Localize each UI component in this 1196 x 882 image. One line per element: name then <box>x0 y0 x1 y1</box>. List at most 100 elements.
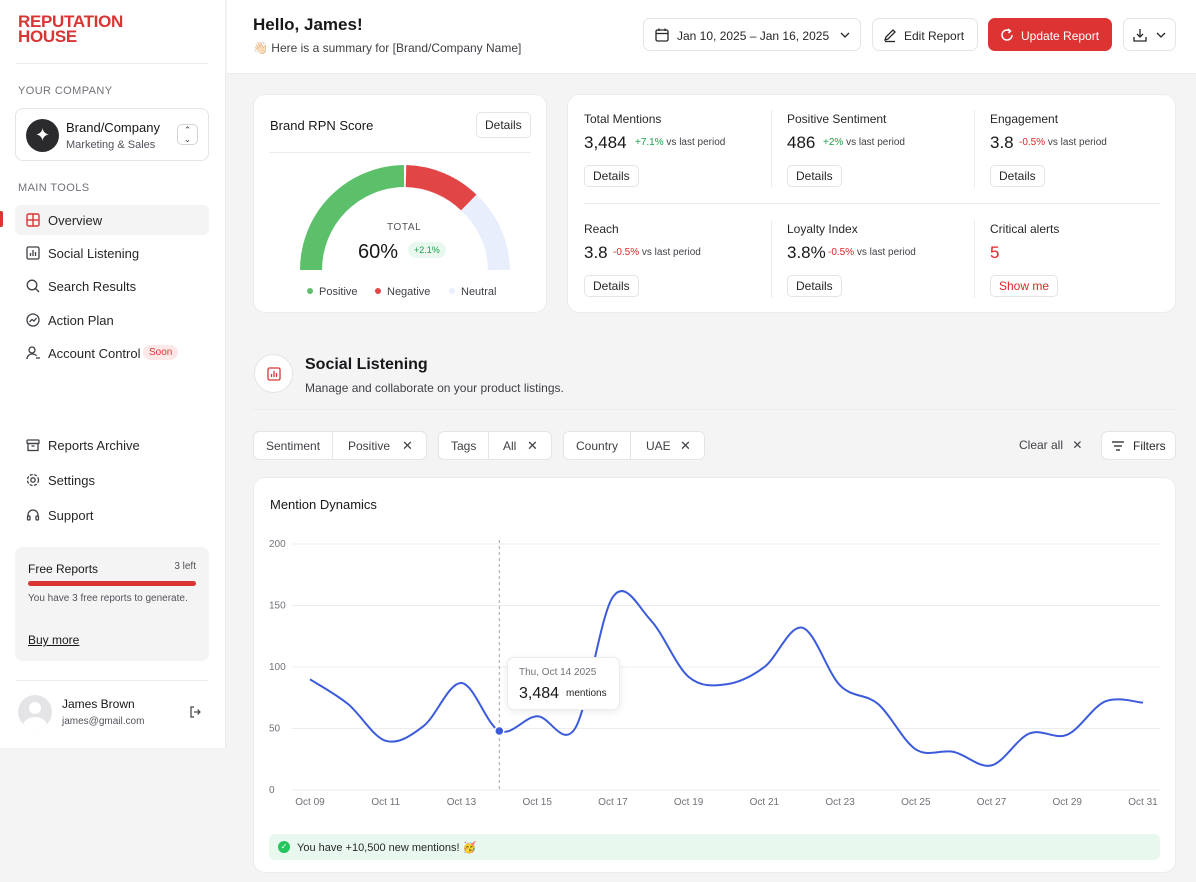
soon-badge: Soon <box>143 345 179 360</box>
legend-negative: Negative <box>375 286 430 298</box>
filter-chip-country[interactable]: Country UAE ✕ <box>563 431 705 460</box>
filter-chip-sentiment[interactable]: Sentiment Positive ✕ <box>253 431 427 460</box>
divider <box>16 63 208 64</box>
nav-overview[interactable]: Overview <box>15 205 209 235</box>
x-tick-label: Oct 29 <box>1053 797 1083 808</box>
nav-account-control[interactable]: Account Control Soon <box>15 338 209 368</box>
close-icon[interactable]: ✕ <box>402 438 413 453</box>
active-indicator <box>0 211 3 227</box>
y-tick-label: 200 <box>269 539 286 550</box>
nav-label: Action Plan <box>48 313 114 328</box>
x-tick-label: Oct 25 <box>901 797 931 808</box>
brand-rpn-card: Brand RPN Score Details TOTAL 60% +2.1% … <box>253 94 547 313</box>
update-report-button[interactable]: Update Report <box>988 18 1112 51</box>
gauge-negative-arc <box>405 165 477 211</box>
archive-icon <box>26 439 40 452</box>
nav-label: Support <box>48 508 94 523</box>
filter-key: Tags <box>439 432 490 459</box>
details-button[interactable]: Details <box>584 165 639 187</box>
mention-dynamics-card: Mention Dynamics <box>253 477 1176 873</box>
avatar <box>18 695 52 729</box>
nav-label: Overview <box>48 213 103 228</box>
pencil-icon <box>883 29 896 43</box>
y-tick-label: 0 <box>269 785 275 796</box>
chevron-down-icon <box>840 32 850 38</box>
company-switcher[interactable]: Brand/Company Marketing & Sales ⌃⌄ <box>15 108 209 161</box>
update-report-label: Update Report <box>1021 29 1100 43</box>
series-line <box>309 590 1144 767</box>
tooltip-date: Thu, Oct 14 2025 <box>519 667 597 678</box>
chart-tooltip: Thu, Oct 14 2025 3,484 mentions <box>507 657 620 710</box>
calendar-icon <box>655 28 669 42</box>
x-tick-label: Oct 11 <box>371 797 400 808</box>
details-button[interactable]: Details <box>584 275 639 297</box>
x-tick-label: Oct 15 <box>522 797 552 808</box>
details-button[interactable]: Details <box>990 165 1045 187</box>
chevron-up-down-icon[interactable]: ⌃ ⌄ <box>177 124 198 145</box>
x-tick-label: Oct 13 <box>447 797 477 808</box>
gauge-total-label: TOTAL <box>387 222 422 233</box>
close-icon[interactable]: ✕ <box>680 438 691 453</box>
filter-key: Sentiment <box>254 432 334 459</box>
divider <box>253 409 1176 410</box>
divider <box>974 220 975 298</box>
details-button[interactable]: Details <box>787 275 842 297</box>
free-reports-title: Free Reports <box>28 562 99 576</box>
metrics-card: Total Mentions 3,484 +7.1% vs last perio… <box>567 94 1176 313</box>
nav-support[interactable]: Support <box>15 500 209 530</box>
summary-text: 👋🏻 Here is a summary for [Brand/Company … <box>253 41 522 55</box>
edit-report-button[interactable]: Edit Report <box>872 18 978 51</box>
buy-more-link[interactable]: Buy more <box>28 633 80 647</box>
x-tick-label: Oct 19 <box>674 797 704 808</box>
filters-button[interactable]: Filters <box>1101 431 1176 460</box>
divider <box>269 152 531 153</box>
details-button[interactable]: Details <box>787 165 842 187</box>
nav-settings[interactable]: Settings <box>15 465 209 495</box>
user-icon <box>26 346 40 360</box>
download-button[interactable] <box>1123 18 1176 51</box>
logo[interactable]: REPUTATION HOUSE <box>18 12 123 46</box>
nav-social-listening[interactable]: Social Listening <box>15 238 209 268</box>
new-mentions-banner: ✓ You have +10,500 new mentions! 🥳 <box>269 834 1160 860</box>
divider <box>771 110 772 188</box>
divider <box>974 110 975 188</box>
company-subtitle: Marketing & Sales <box>66 139 156 151</box>
check-icon: ✓ <box>278 841 290 853</box>
show-me-button[interactable]: Show me <box>990 275 1059 297</box>
highlight-point <box>494 725 505 737</box>
refresh-icon <box>1001 28 1013 41</box>
banner-text: You have +10,500 new mentions! 🥳 <box>297 842 477 854</box>
social-listening-subtitle: Manage and collaborate on your product l… <box>305 381 564 395</box>
chevron-down-icon <box>1156 32 1166 38</box>
nav-label: Social Listening <box>48 246 140 261</box>
y-tick-label: 100 <box>269 662 286 673</box>
greeting: Hello, James! <box>253 15 363 34</box>
x-tick-label: Oct 23 <box>825 797 855 808</box>
filter-chip-tags[interactable]: Tags All ✕ <box>438 431 552 460</box>
clear-all-button[interactable]: Clear all ✕ <box>1019 438 1083 452</box>
logout-icon[interactable] <box>188 705 202 719</box>
rpn-details-button[interactable]: Details <box>476 112 531 138</box>
free-reports-progress <box>28 581 196 586</box>
x-tick-label: Oct 27 <box>977 797 1007 808</box>
user-email: james@gmail.com <box>62 716 145 727</box>
legend-neutral: Neutral <box>449 286 496 298</box>
close-icon: ✕ <box>1072 438 1083 452</box>
date-range-picker[interactable]: Jan 10, 2025 – Jan 16, 2025 <box>643 18 861 51</box>
x-tick-label: Oct 31 <box>1128 797 1158 808</box>
download-icon <box>1133 29 1147 42</box>
gear-icon <box>26 473 40 487</box>
tools-section-label: MAIN TOOLS <box>18 182 90 194</box>
nav-label: Reports Archive <box>48 438 140 453</box>
gauge-icon <box>26 313 40 327</box>
divider <box>771 220 772 298</box>
social-listening-icon <box>254 354 293 393</box>
nav-action-plan[interactable]: Action Plan <box>15 305 209 335</box>
nav-reports-archive[interactable]: Reports Archive <box>15 430 209 460</box>
close-icon[interactable]: ✕ <box>527 438 538 453</box>
rpn-title: Brand RPN Score <box>270 118 374 133</box>
company-name: Brand/Company <box>66 120 160 135</box>
edit-report-label: Edit Report <box>904 29 965 43</box>
nav-search-results[interactable]: Search Results <box>15 271 209 301</box>
nav-label: Search Results <box>48 279 137 294</box>
